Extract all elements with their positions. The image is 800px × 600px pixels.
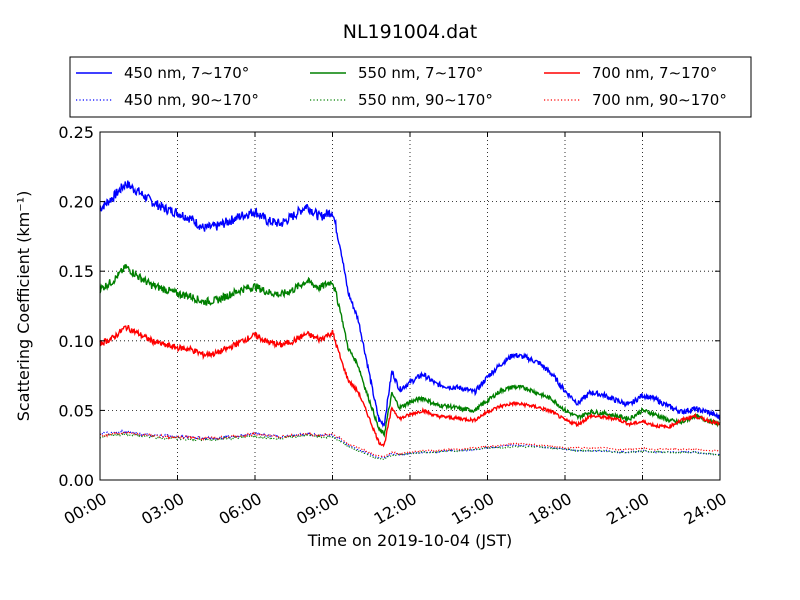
x-tick-label: 12:00 xyxy=(371,489,420,529)
series-layer xyxy=(99,180,721,461)
legend-label: 700 nm, 90∼170° xyxy=(592,91,727,109)
x-tick-label: 00:00 xyxy=(61,489,110,529)
y-axis-title: Scattering Coefficient (km⁻¹) xyxy=(14,191,33,422)
y-tick-label: 0.05 xyxy=(58,401,94,420)
y-tick-label: 0.15 xyxy=(58,262,94,281)
x-axis-title: Time on 2019-10-04 (JST) xyxy=(307,531,512,550)
x-tick-label: 15:00 xyxy=(448,489,497,529)
y-tick-label: 0.00 xyxy=(58,471,94,490)
x-tick-label: 21:00 xyxy=(603,489,652,529)
chart-title: NL191004.dat xyxy=(343,21,478,43)
series-line xyxy=(99,180,721,428)
legend-label: 550 nm, 90∼170° xyxy=(358,91,493,109)
legend-label: 450 nm, 90∼170° xyxy=(124,91,259,109)
y-tick-label: 0.10 xyxy=(58,332,94,351)
series-line xyxy=(99,325,721,448)
legend-label: 550 nm, 7∼170° xyxy=(358,64,483,82)
x-tick-label: 24:00 xyxy=(681,489,730,529)
series-line xyxy=(99,430,721,458)
legend-label: 450 nm, 7∼170° xyxy=(124,64,249,82)
legend-box xyxy=(69,56,752,118)
x-tick-label: 09:00 xyxy=(293,489,342,529)
y-tick-label: 0.20 xyxy=(58,193,94,212)
y-tick-label: 0.25 xyxy=(58,123,94,142)
x-tick-label: 18:00 xyxy=(526,489,575,529)
legend: 450 nm, 7∼170° 550 nm, 7∼170° 700 nm, 7∼17… xyxy=(69,56,752,118)
grid-lines xyxy=(100,132,720,480)
legend-label: 700 nm, 7∼170° xyxy=(592,64,717,82)
axis-ticks: 00:00 03:00 06:00 09:00 12:00 15:00 18:00 21:00… xyxy=(58,123,730,529)
x-tick-label: 06:00 xyxy=(216,489,265,529)
x-tick-label: 03:00 xyxy=(138,489,187,529)
